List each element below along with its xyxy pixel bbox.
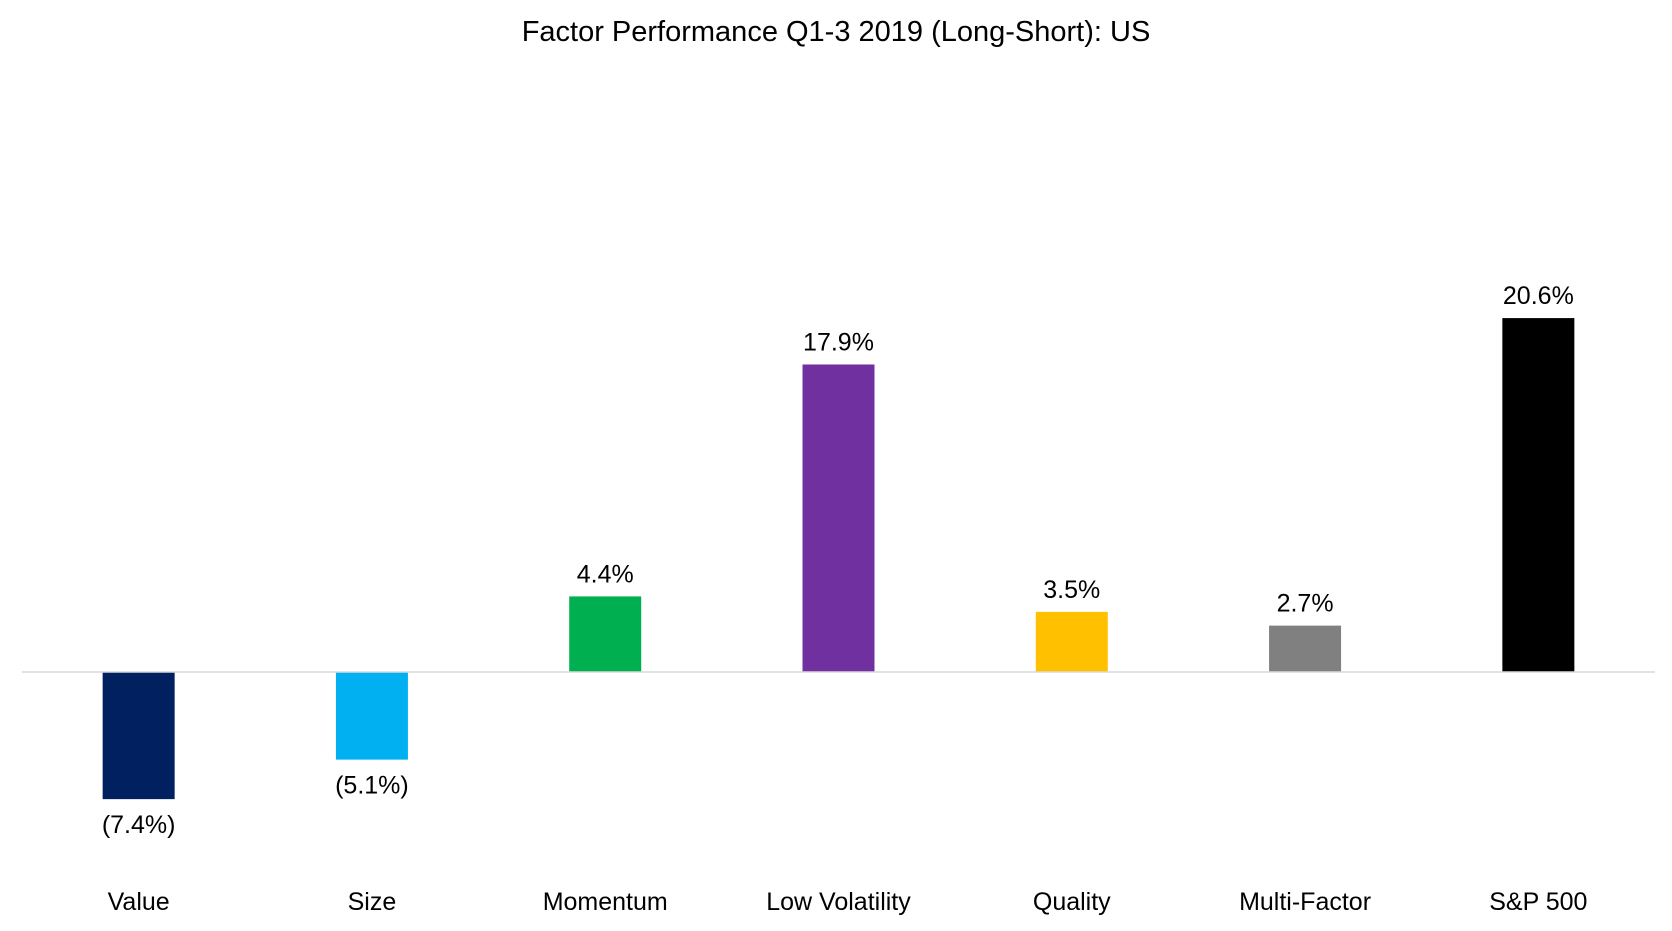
data-labels-group: (7.4%) (5.1%) 4.4% 17.9% 3.5% 2.7% 20.6% (102, 282, 1574, 839)
category-label-momentum: Momentum (543, 888, 668, 916)
data-label-size: (5.1%) (335, 772, 409, 800)
category-label-size: Size (348, 888, 397, 916)
bar-quality (1035, 611, 1108, 672)
bar-multi-factor (1269, 625, 1342, 672)
data-label-value: (7.4%) (102, 811, 176, 839)
bars-group (102, 318, 1575, 800)
data-label-momentum: 4.4% (577, 560, 634, 588)
bar-value (102, 672, 175, 800)
chart-title: Factor Performance Q1-3 2019 (Long-Short… (521, 16, 1151, 48)
category-label-low-volatility: Low Volatility (766, 888, 911, 916)
bar-low-volatility (802, 364, 875, 672)
category-label-multi-factor: Multi-Factor (1239, 888, 1371, 916)
category-labels-group: Value Size Momentum Low Volatility Quality Mu… (108, 888, 1588, 916)
bar-momentum (569, 596, 642, 672)
category-label-value: Value (108, 888, 170, 916)
data-label-quality: 3.5% (1043, 576, 1100, 604)
data-label-sandp-500: 20.6% (1503, 282, 1574, 310)
bar-size (335, 672, 408, 760)
bar-sandp-500 (1502, 318, 1575, 672)
category-label-quality: Quality (1033, 888, 1111, 916)
data-label-multi-factor: 2.7% (1277, 590, 1334, 618)
data-label-low-volatility: 17.9% (803, 328, 874, 356)
category-label-sandp-500: S&P 500 (1489, 888, 1587, 916)
